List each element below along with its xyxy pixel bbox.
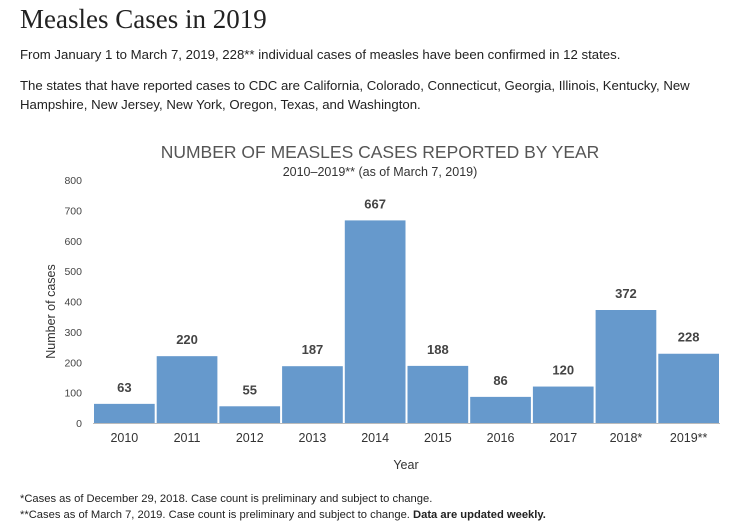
- data-label: 63: [117, 380, 131, 395]
- x-axis: 2010 2011 2012 2013 2014 2015 2016 2017 2018* 201…: [110, 431, 707, 445]
- y-tick-label: 100: [64, 388, 82, 400]
- bar-2014: [344, 220, 406, 423]
- bar-2012: [219, 406, 281, 423]
- x-tick-label: 2018*: [610, 431, 643, 445]
- intro-paragraph: From January 1 to March 7, 2019, 228** i…: [20, 47, 621, 62]
- x-tick-label: 2019**: [670, 431, 708, 445]
- y-tick-label: 600: [64, 236, 82, 248]
- chart-title: NUMBER OF MEASLES CASES REPORTED BY YEAR: [161, 142, 600, 162]
- x-tick-label: 2013: [299, 431, 327, 445]
- data-label: 86: [493, 373, 507, 388]
- bar-2015: [407, 365, 469, 423]
- page-title: Measles Cases in 2019: [20, 4, 267, 34]
- y-axis: 0 100 200 300 400 500 600 700 800: [64, 175, 82, 430]
- x-tick-label: 2017: [549, 431, 577, 445]
- bar-2013: [282, 366, 343, 423]
- measles-bar-chart: NUMBER OF MEASLES CASES REPORTED BY YEAR…: [44, 142, 720, 472]
- footnotes: *Cases as of December 29, 2018. Case cou…: [20, 491, 720, 523]
- footnote-2019-text: **Cases as of March 7, 2019. Case count …: [20, 509, 410, 521]
- data-label: 55: [243, 382, 257, 397]
- data-label: 188: [427, 342, 449, 357]
- bars: 63 220 55 187 667 188 86 120 372 228: [94, 196, 719, 423]
- y-tick-label: 800: [64, 175, 82, 187]
- data-label: 667: [364, 196, 386, 211]
- x-tick-label: 2015: [424, 431, 452, 445]
- x-tick-label: 2011: [174, 431, 201, 445]
- x-tick-label: 2014: [361, 431, 389, 445]
- x-tick-label: 2016: [487, 431, 515, 445]
- y-tick-label: 500: [64, 266, 82, 278]
- y-axis-label: Number of cases: [44, 264, 58, 358]
- data-label: 220: [176, 332, 198, 347]
- data-label: 228: [678, 330, 700, 345]
- bar-2017: [532, 386, 594, 423]
- y-tick-label: 400: [64, 297, 82, 309]
- bar-2010: [94, 403, 155, 423]
- data-label: 372: [615, 286, 637, 301]
- states-paragraph: The states that have reported cases to C…: [20, 78, 690, 112]
- y-tick-label: 0: [76, 418, 82, 430]
- x-tick-label: 2010: [110, 431, 138, 445]
- bar-2016: [470, 396, 531, 423]
- data-label: 187: [302, 342, 324, 357]
- bar-2011: [156, 356, 218, 423]
- x-axis-label: Year: [393, 458, 418, 472]
- y-tick-label: 300: [64, 327, 82, 339]
- bar-2019: [658, 353, 719, 423]
- data-label: 120: [552, 363, 574, 378]
- y-tick-label: 700: [64, 205, 82, 217]
- chart-subtitle: 2010–2019** (as of March 7, 2019): [283, 165, 478, 179]
- x-tick-label: 2012: [236, 431, 264, 445]
- bar-2018: [595, 310, 657, 423]
- footnote-2018: *Cases as of December 29, 2018. Case cou…: [20, 493, 433, 505]
- update-note: Data are updated weekly.: [413, 509, 546, 521]
- footnote-2019: **Cases as of March 7, 2019. Case count …: [20, 507, 720, 523]
- y-tick-label: 200: [64, 357, 82, 369]
